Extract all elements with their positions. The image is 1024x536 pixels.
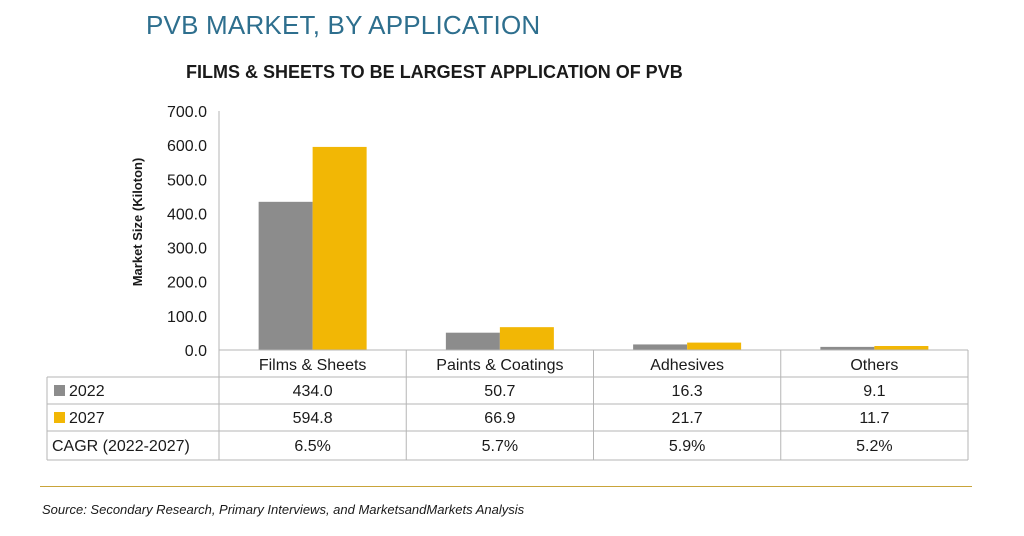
- bar-2027: [874, 346, 929, 350]
- data-label: 21.7: [672, 410, 703, 427]
- cagr-value: 5.7%: [482, 438, 518, 455]
- y-axis-title: Market Size (Kiloton): [130, 158, 145, 287]
- bar-2022: [820, 346, 875, 350]
- data-label: 66.9: [484, 410, 515, 427]
- bar-2027: [499, 327, 554, 350]
- legend-swatch-2027: [54, 412, 65, 423]
- page-title: PVB MARKET, BY APPLICATION: [146, 10, 541, 40]
- data-label: 434.0: [293, 383, 333, 400]
- legend-label-2027: 2027: [69, 410, 105, 427]
- bar-2027: [687, 342, 742, 350]
- x-tick-label: Others: [850, 357, 898, 374]
- cagr-value: 6.5%: [294, 438, 330, 455]
- source-note: Source: Secondary Research, Primary Inte…: [42, 502, 525, 517]
- y-tick-label: 500.0: [167, 172, 207, 189]
- data-label: 11.7: [859, 410, 889, 427]
- x-tick-label: Films & Sheets: [259, 357, 367, 374]
- divider: [40, 486, 972, 487]
- data-label: 16.3: [672, 383, 703, 400]
- bar-2027: [312, 146, 367, 350]
- bar-chart: 0.0 100.0 200.0 300.0 400.0 500.0 600.0 700.0 Ma…: [46, 104, 969, 461]
- cagr-value: 5.9%: [669, 438, 705, 455]
- y-tick-label: 400.0: [167, 206, 207, 223]
- y-tick-label: 0.0: [185, 343, 207, 360]
- x-tick-label: Adhesives: [650, 357, 724, 374]
- y-tick-label: 200.0: [167, 275, 207, 292]
- x-tick-label: Paints & Coatings: [436, 357, 563, 374]
- cagr-row-label: CAGR (2022-2027): [52, 438, 190, 455]
- data-label: 50.7: [484, 383, 515, 400]
- y-tick-label: 600.0: [167, 138, 207, 155]
- y-tick-label: 100.0: [167, 309, 207, 326]
- bar-2022: [445, 332, 500, 350]
- bar-2022: [633, 344, 688, 350]
- data-label: 9.1: [863, 383, 885, 400]
- chart-subtitle: FILMS & SHEETS TO BE LARGEST APPLICATION…: [186, 62, 683, 82]
- legend-swatch-2022: [54, 385, 65, 396]
- data-label: 594.8: [293, 410, 333, 427]
- legend-label-2022: 2022: [69, 383, 105, 400]
- cagr-value: 5.2%: [856, 438, 892, 455]
- y-tick-label: 300.0: [167, 241, 207, 258]
- bar-2022: [258, 201, 313, 350]
- y-tick-label: 700.0: [167, 104, 207, 121]
